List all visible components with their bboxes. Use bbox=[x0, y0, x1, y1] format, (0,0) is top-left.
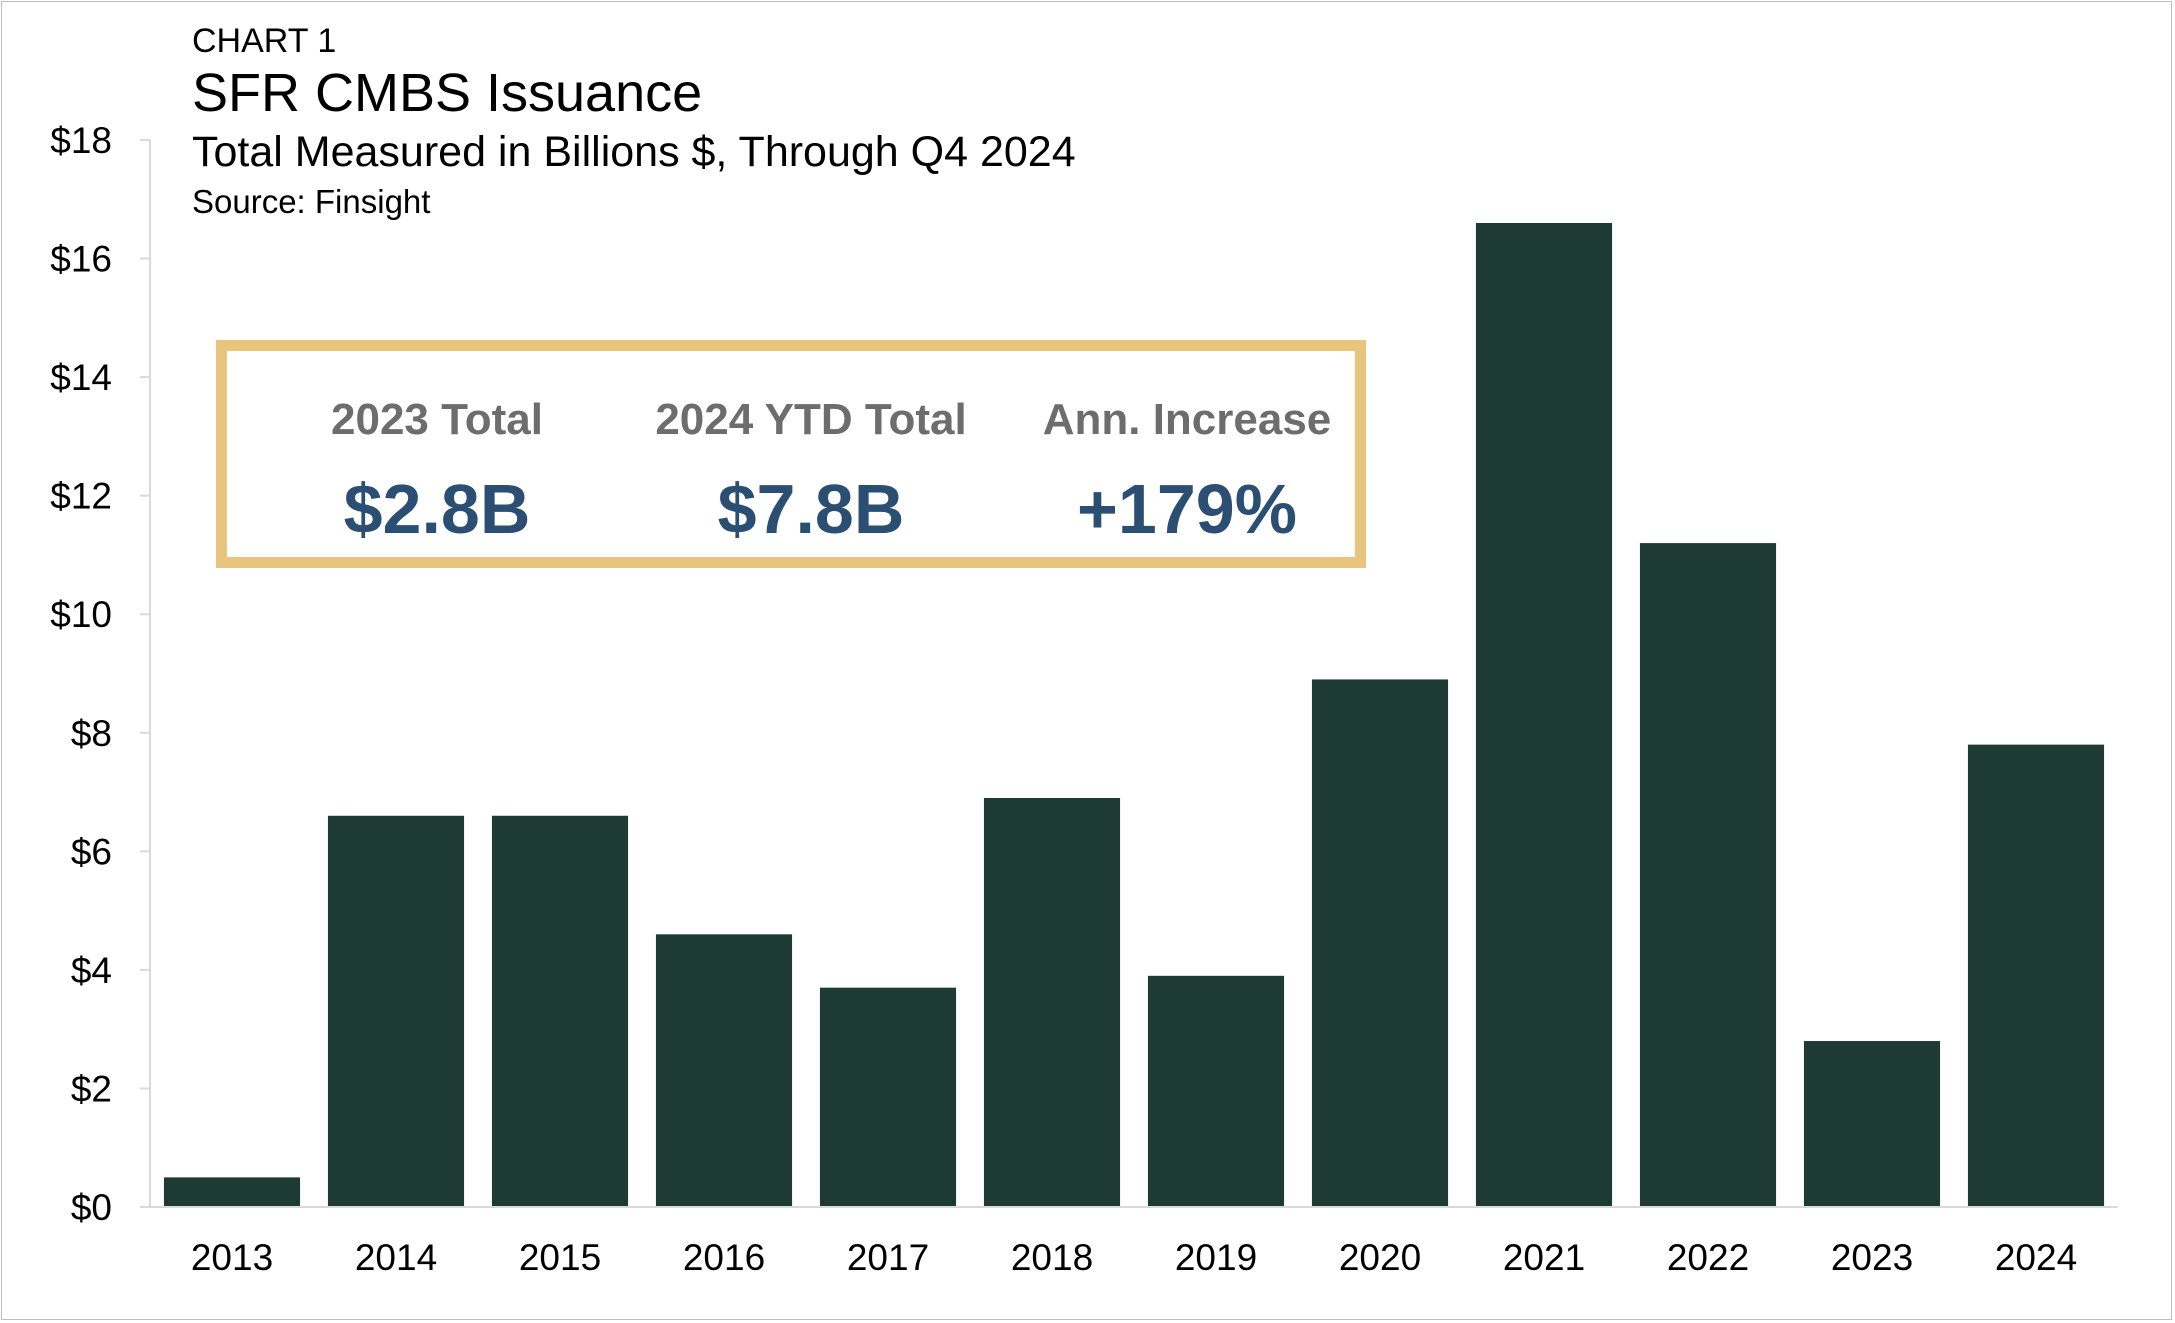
bar-series bbox=[163, 222, 2105, 1207]
chart-subtitle: Total Measured in Billions $, Through Q4… bbox=[192, 128, 1076, 176]
kpi-label: 2023 Total bbox=[331, 395, 543, 444]
bar-2016 bbox=[655, 934, 793, 1207]
kpi-label: Ann. Increase bbox=[1042, 395, 1332, 444]
bar-2017 bbox=[819, 987, 957, 1207]
y-tick-label: $10 bbox=[50, 594, 112, 635]
chart-source: Source: Finsight bbox=[192, 183, 431, 220]
y-axis: $0 $2 $4 $6 $8 $10 $12 $14 $16 $18 bbox=[50, 120, 151, 1228]
kpi-value: +179% bbox=[1077, 470, 1297, 548]
x-tick-label: 2023 bbox=[1831, 1237, 1913, 1278]
y-tick-label: $16 bbox=[50, 239, 112, 280]
bar-2023 bbox=[1803, 1041, 1941, 1207]
x-tick-label: 2022 bbox=[1667, 1237, 1749, 1278]
y-tick-label: $12 bbox=[50, 476, 112, 517]
bar-2021 bbox=[1475, 222, 1613, 1207]
y-tick-label: $8 bbox=[71, 713, 112, 754]
x-tick-label: 2013 bbox=[191, 1237, 273, 1278]
bar-2014 bbox=[327, 815, 465, 1207]
y-tick-label: $6 bbox=[71, 831, 112, 872]
bar-2015 bbox=[491, 815, 629, 1207]
chart-label: CHART 1 bbox=[192, 22, 337, 60]
x-tick-label: 2014 bbox=[355, 1237, 437, 1278]
bar-2022 bbox=[1639, 543, 1777, 1207]
bar-2024 bbox=[1967, 744, 2105, 1207]
y-tick-label: $14 bbox=[50, 357, 112, 398]
kpi-summary-box: 2023 Total $2.8B 2024 YTD Total $7.8B An… bbox=[216, 340, 1366, 568]
bar-2018 bbox=[983, 797, 1121, 1207]
x-tick-label: 2019 bbox=[1175, 1237, 1257, 1278]
bar-2019 bbox=[1147, 975, 1285, 1207]
x-tick-label: 2015 bbox=[519, 1237, 601, 1278]
bar-2013 bbox=[163, 1177, 301, 1207]
x-tick-label: 2016 bbox=[683, 1237, 765, 1278]
y-tick-label: $4 bbox=[71, 950, 112, 991]
y-tick-label: $18 bbox=[50, 120, 112, 161]
x-axis: 2013 2014 2015 2016 2017 2018 2019 2020 2021 2022… bbox=[150, 1206, 2118, 1278]
kpi-value: $2.8B bbox=[343, 470, 531, 548]
kpi-label: 2024 YTD Total bbox=[655, 395, 967, 444]
x-tick-label: 2024 bbox=[1995, 1237, 2077, 1278]
y-tick-label: $2 bbox=[71, 1068, 112, 1109]
x-tick-label: 2017 bbox=[847, 1237, 929, 1278]
x-tick-label: 2018 bbox=[1011, 1237, 1093, 1278]
x-tick-label: 2021 bbox=[1503, 1237, 1585, 1278]
kpi-value: $7.8B bbox=[717, 470, 905, 548]
x-tick-label: 2020 bbox=[1339, 1237, 1421, 1278]
chart-title: SFR CMBS Issuance bbox=[192, 63, 703, 123]
y-tick-label: $0 bbox=[71, 1187, 112, 1228]
bar-2020 bbox=[1311, 679, 1449, 1207]
